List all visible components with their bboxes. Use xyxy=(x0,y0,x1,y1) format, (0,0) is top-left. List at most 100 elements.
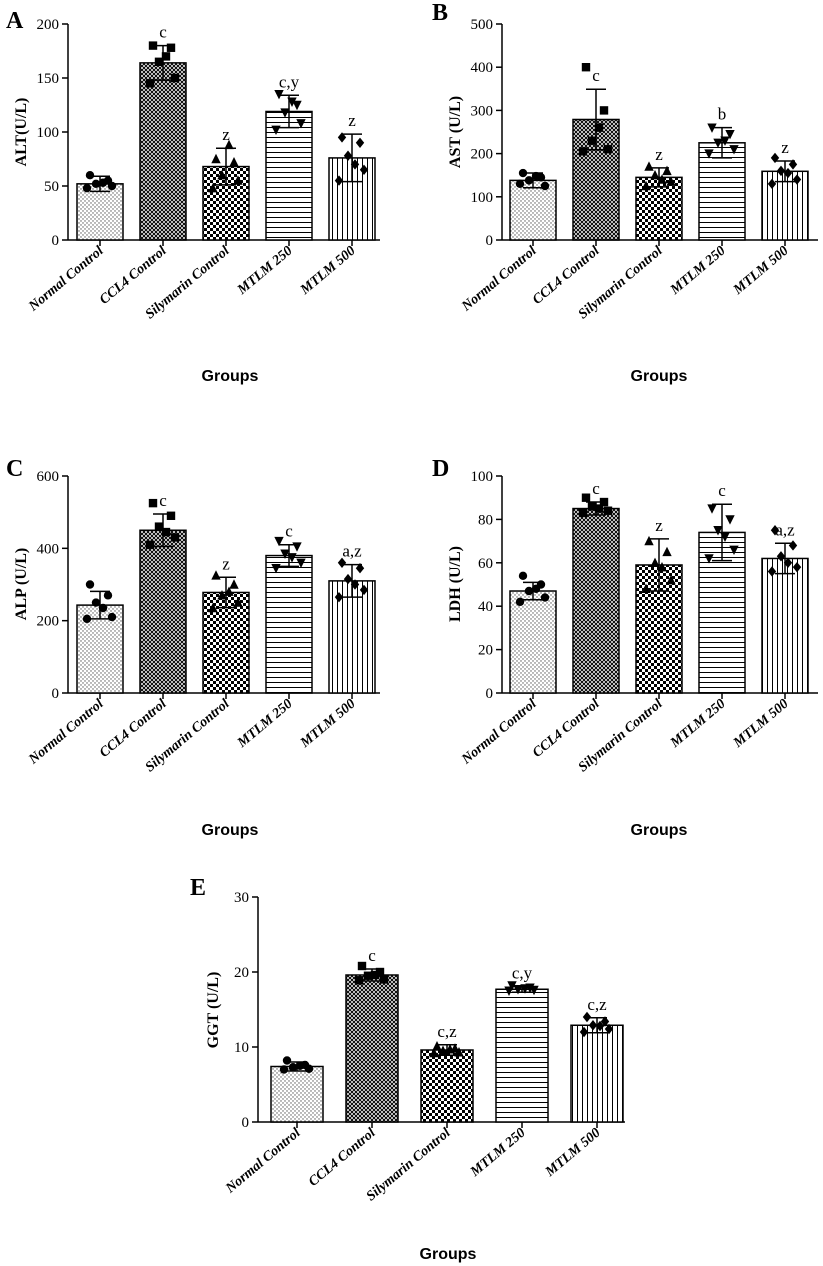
data-point-normal-control xyxy=(540,181,550,191)
category-label-normal-control: Normal Control xyxy=(459,244,540,315)
y-tick-label: 200 xyxy=(471,147,494,163)
data-point-mtlm-500 xyxy=(783,557,793,568)
data-point-silymarin-control xyxy=(229,579,239,589)
data-point-mtlm-500 xyxy=(776,165,786,177)
data-point-silymarin-control xyxy=(217,590,227,600)
data-point-silymarin-control xyxy=(657,174,667,184)
data-point-normal-control xyxy=(107,612,117,622)
y-tick-label: 400 xyxy=(471,60,494,76)
y-tick-label: 100 xyxy=(471,190,494,206)
data-point-mtlm-500 xyxy=(343,573,353,585)
data-point-silymarin-control xyxy=(208,602,218,613)
data-point-mtlm-500 xyxy=(767,178,777,190)
data-point-ccl4-control xyxy=(166,511,176,520)
x-axis-label: Groups xyxy=(202,822,259,839)
data-point-mtlm-500 xyxy=(359,164,369,175)
data-point-mtlm-500 xyxy=(579,1026,589,1038)
data-point-mtlm-500 xyxy=(767,566,777,577)
data-point-mtlm-500 xyxy=(350,159,360,170)
panel-letter: E xyxy=(190,875,206,901)
data-point-mtlm-250 xyxy=(507,981,517,991)
data-point-ccl4-control xyxy=(161,527,171,537)
y-tick-label: 20 xyxy=(478,643,493,659)
data-point-mtlm-250 xyxy=(707,504,717,514)
significance-label-mtlm-500: z xyxy=(781,138,789,157)
category-label-normal-control: Normal Control xyxy=(459,697,540,768)
y-axis-label: AST (U/L) xyxy=(447,96,464,168)
data-point-silymarin-control xyxy=(224,139,234,150)
data-point-normal-control xyxy=(82,614,92,624)
data-point-normal-control xyxy=(518,168,528,178)
data-point-normal-control xyxy=(107,181,117,191)
category-label-mtlm-250: MTLM 250 xyxy=(667,244,728,299)
panel-b: B 0 100 200 300 400 500 AST (U/L) Groups Normal C… xyxy=(432,0,818,385)
data-point-mtlm-500 xyxy=(600,1016,610,1027)
data-point-mtlm-500 xyxy=(350,579,360,590)
significance-label-mtlm-250: b xyxy=(718,105,727,124)
significance-label-ccl4-control: c xyxy=(159,23,167,42)
significance-label-silymarin-control: z xyxy=(655,516,663,535)
data-point-ccl4-control xyxy=(594,504,604,513)
data-point-mtlm-500 xyxy=(770,525,780,536)
significance-label-mtlm-250: c,y xyxy=(279,72,300,91)
error-bar-silymarin-control xyxy=(437,1044,457,1056)
data-point-normal-control xyxy=(295,1061,305,1070)
data-point-silymarin-control xyxy=(224,586,234,596)
y-tick-label: 10 xyxy=(234,1040,249,1056)
data-point-mtlm-500 xyxy=(355,563,365,574)
data-point-mtlm-500 xyxy=(343,150,353,161)
category-label-mtlm-250: MTLM 250 xyxy=(667,697,728,752)
bar-mtlm-250 xyxy=(698,142,746,241)
bar-normal-control xyxy=(509,590,557,694)
data-point-silymarin-control xyxy=(445,1044,455,1054)
data-point-silymarin-control xyxy=(211,570,221,580)
bar-ccl4-control xyxy=(572,507,620,694)
data-point-silymarin-control xyxy=(217,170,227,180)
data-point-ccl4-control xyxy=(370,970,380,980)
category-label-mtlm-500: MTLM 500 xyxy=(730,697,791,752)
data-point-ccl4-control xyxy=(599,497,609,507)
y-tick-label: 0 xyxy=(486,686,494,702)
data-point-mtlm-500 xyxy=(788,159,798,170)
data-point-ccl4-control xyxy=(578,147,588,156)
panel-letter: B xyxy=(432,0,448,26)
significance-label-ccl4-control: c xyxy=(592,66,600,85)
data-point-normal-control xyxy=(98,603,108,613)
data-point-silymarin-control xyxy=(644,161,654,171)
data-point-mtlm-250 xyxy=(504,986,514,996)
y-tick-label: 0 xyxy=(486,233,494,249)
significance-label-ccl4-control: c xyxy=(592,479,600,498)
data-point-normal-control xyxy=(288,1063,298,1072)
data-point-mtlm-500 xyxy=(582,1011,592,1023)
significance-label-mtlm-250: c xyxy=(718,481,726,500)
y-axis-label: GGT (U/L) xyxy=(205,972,222,1049)
data-point-normal-control xyxy=(515,597,525,607)
y-tick-label: 150 xyxy=(37,71,60,87)
bar-mtlm-500 xyxy=(570,1024,624,1123)
data-point-mtlm-250 xyxy=(704,149,714,159)
data-point-mtlm-250 xyxy=(729,545,739,555)
category-label-mtlm-500: MTLM 500 xyxy=(730,244,791,299)
data-point-mtlm-250 xyxy=(280,549,290,559)
data-point-ccl4-control xyxy=(161,52,171,61)
bar-ccl4-control xyxy=(139,62,187,241)
data-point-mtlm-250 xyxy=(729,145,739,155)
x-axis-label: Groups xyxy=(631,368,688,385)
data-point-ccl4-control xyxy=(594,123,604,132)
data-point-ccl4-control xyxy=(363,971,373,980)
bar-mtlm-500 xyxy=(328,580,376,694)
data-point-mtlm-500 xyxy=(604,1023,614,1035)
data-point-silymarin-control xyxy=(641,583,651,594)
y-tick-label: 0 xyxy=(52,686,60,702)
data-point-silymarin-control xyxy=(666,176,676,186)
data-point-mtlm-250 xyxy=(271,125,281,136)
significance-label-silymarin-control: c,z xyxy=(437,1022,457,1041)
data-point-mtlm-500 xyxy=(776,551,786,562)
data-point-ccl4-control xyxy=(166,43,176,52)
data-point-silymarin-control xyxy=(641,180,651,191)
data-point-mtlm-250 xyxy=(296,119,306,129)
data-point-normal-control xyxy=(304,1064,314,1073)
error-bar-mtlm-500 xyxy=(342,563,362,598)
panel-c: C 0 200 400 600 ALP (U/L) Groups Normal Control… xyxy=(6,456,380,839)
data-point-mtlm-250 xyxy=(287,97,297,107)
